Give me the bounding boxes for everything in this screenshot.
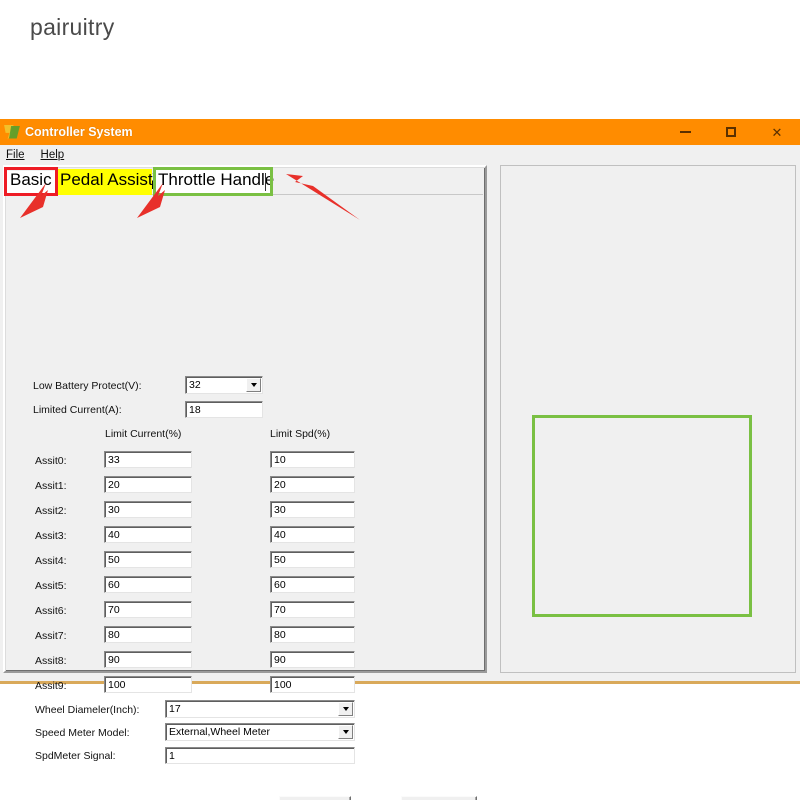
assist-row-label: Assit9:: [35, 680, 67, 692]
spdmeter-signal-label: SpdMeter Signal:: [35, 750, 116, 762]
spdmeter-signal-input[interactable]: 1: [165, 747, 355, 764]
assist-speed-input[interactable]: 60: [270, 576, 355, 593]
limited-current-label: Limited Current(A):: [33, 404, 122, 416]
assist-current-input[interactable]: 60: [104, 576, 192, 593]
right-panel: BaFang Motor Controller Debug V1.0 www.s…: [500, 165, 796, 673]
assist-row-label: Assit3:: [35, 530, 67, 542]
speed-meter-model-value: External,Wheel Meter: [169, 726, 270, 738]
write-button[interactable]: Write: [401, 796, 477, 800]
watermark: pairuitry: [30, 14, 115, 40]
menu-bar: File Help: [0, 145, 800, 164]
menu-item-help-label: Help: [40, 148, 65, 161]
assist-current-value: 40: [108, 528, 120, 541]
chevron-down-icon[interactable]: [246, 378, 261, 392]
wheel-diameter-label: Wheel Diameler(Inch):: [35, 704, 140, 716]
left-panel: Basic Pedal Assist Throttle Handle Low B…: [3, 165, 487, 800]
assist-speed-input[interactable]: 70: [270, 601, 355, 618]
assist-speed-value: 10: [274, 453, 286, 466]
chevron-down-icon[interactable]: [338, 725, 353, 739]
assist-row-label: Assit6:: [35, 605, 67, 617]
assist-speed-input[interactable]: 20: [270, 476, 355, 493]
assist-speed-input[interactable]: 100: [270, 676, 355, 693]
assist-row-label: Assit5:: [35, 580, 67, 592]
assist-current-input[interactable]: 50: [104, 551, 192, 568]
limit-current-header: Limit Current(%): [105, 428, 182, 440]
assist-speed-input[interactable]: 40: [270, 526, 355, 543]
menu-item-file[interactable]: File: [6, 149, 25, 161]
limited-current-value: 18: [189, 403, 201, 416]
assist-row-label: Assit4:: [35, 555, 67, 567]
assist-current-input[interactable]: 30: [104, 501, 192, 518]
speed-meter-model-combo[interactable]: External,Wheel Meter: [165, 723, 355, 741]
assist-row-label: Assit1:: [35, 480, 67, 492]
assist-row-label: Assit8:: [35, 655, 67, 667]
annotation-label-pedal-assist: Pedal Assist: [60, 170, 153, 189]
minimize-icon[interactable]: [662, 119, 708, 145]
assist-current-value: 20: [108, 478, 120, 491]
annotation-label-throttle-handle: Throttle Handle: [158, 170, 275, 189]
tab-underline: [9, 194, 483, 195]
assist-speed-input[interactable]: 30: [270, 501, 355, 518]
assist-speed-value: 40: [274, 528, 286, 541]
assist-speed-value: 80: [274, 628, 286, 641]
limit-speed-header: Limit Spd(%): [270, 428, 331, 440]
assist-current-value: 60: [108, 578, 120, 591]
assist-speed-value: 30: [274, 503, 286, 516]
assist-speed-input[interactable]: 10: [270, 451, 355, 468]
low-battery-value: 32: [189, 379, 201, 391]
assist-row-label: Assit7:: [35, 630, 67, 642]
assist-current-value: 100: [108, 678, 126, 691]
low-battery-combo[interactable]: 32: [185, 376, 263, 394]
assist-current-value: 33: [108, 453, 120, 466]
assist-speed-value: 20: [274, 478, 286, 491]
title-bar: Controller System ✕: [0, 119, 800, 145]
assist-current-input[interactable]: 70: [104, 601, 192, 618]
assist-speed-input[interactable]: 90: [270, 651, 355, 668]
annotation-label-basic: Basic: [10, 170, 52, 189]
app-icon: [4, 124, 20, 140]
window-title: Controller System: [25, 125, 133, 139]
assist-current-value: 80: [108, 628, 120, 641]
assist-speed-value: 100: [274, 678, 292, 691]
menu-item-file-label: File: [6, 148, 25, 161]
assist-current-input[interactable]: 80: [104, 626, 192, 643]
spdmeter-signal-value: 1: [169, 749, 175, 762]
assist-current-value: 90: [108, 653, 120, 666]
application-window: Controller System ✕ File Help Basic Peda…: [0, 119, 800, 800]
assist-row-label: Assit0:: [35, 455, 67, 467]
assist-current-input[interactable]: 40: [104, 526, 192, 543]
assist-speed-value: 70: [274, 603, 286, 616]
chevron-down-icon[interactable]: [338, 702, 353, 716]
assist-current-value: 50: [108, 553, 120, 566]
read-button[interactable]: Read: [279, 796, 351, 800]
assist-current-value: 30: [108, 503, 120, 516]
assist-speed-value: 60: [274, 578, 286, 591]
low-battery-label: Low Battery Protect(V):: [33, 380, 142, 392]
assist-current-input[interactable]: 33: [104, 451, 192, 468]
assist-speed-input[interactable]: 80: [270, 626, 355, 643]
assist-row-label: Assit2:: [35, 505, 67, 517]
assist-current-input[interactable]: 100: [104, 676, 192, 693]
wheel-diameter-value: 17: [169, 703, 181, 715]
limited-current-input[interactable]: 18: [185, 401, 263, 418]
speed-meter-model-label: Speed Meter Model:: [35, 727, 130, 739]
window-controls: ✕: [662, 119, 800, 145]
maximize-icon[interactable]: [708, 119, 754, 145]
assist-speed-input[interactable]: 50: [270, 551, 355, 568]
assist-current-value: 70: [108, 603, 120, 616]
menu-item-help[interactable]: Help: [41, 149, 65, 161]
wheel-diameter-combo[interactable]: 17: [165, 700, 355, 718]
assist-current-input[interactable]: 20: [104, 476, 192, 493]
close-icon[interactable]: ✕: [771, 124, 783, 140]
assist-speed-value: 90: [274, 653, 286, 666]
assist-current-input[interactable]: 90: [104, 651, 192, 668]
assist-speed-value: 50: [274, 553, 286, 566]
